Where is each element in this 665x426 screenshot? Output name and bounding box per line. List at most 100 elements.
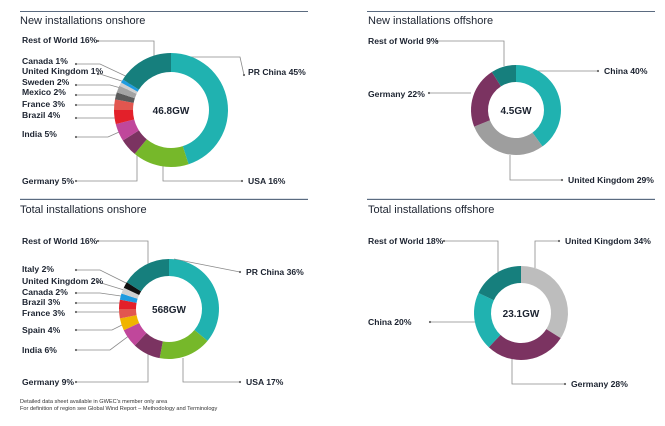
slice-india: [115, 119, 139, 141]
leader-dot-usa: [240, 179, 244, 183]
chart-title-total-offshore: Total installations offshore: [368, 204, 495, 216]
slice-label-germany: Germany 22%: [368, 89, 425, 99]
slice-label-spain: Spain 4%: [22, 325, 61, 335]
slice-label-brazil: Brazil 4%: [22, 110, 61, 120]
leader-line-canada: [76, 63, 135, 81]
slice-label-pr-china: PR China 36%: [246, 267, 304, 277]
slice-france: [114, 99, 134, 110]
slice-label-rest-of-world: Rest of World 16%: [22, 236, 98, 246]
leader-dot-mexico: [74, 93, 78, 97]
slice-label-canada: Canada 2%: [22, 287, 68, 297]
leader-dot-france: [74, 103, 78, 107]
leader-dot-united-kingdom: [95, 280, 99, 284]
center-total-label: 46.8GW: [153, 106, 190, 117]
slice-rest-of-world: [478, 266, 521, 301]
slice-germany: [122, 130, 147, 154]
slice-label-brazil: Brazil 3%: [22, 297, 61, 307]
slice-pr-china: [171, 53, 228, 165]
leader-dot-rest-of-world: [96, 39, 100, 43]
slice-label-canada: Canada 1%: [22, 56, 68, 66]
slice-label-china: China 20%: [368, 317, 412, 327]
slice-label-united-kingdom: United Kingdom 1%: [22, 66, 104, 76]
slice-united-kingdom: [119, 82, 138, 94]
leader-line-rest-of-world: [98, 240, 149, 264]
slice-canada: [119, 293, 138, 303]
slice-germany: [471, 72, 501, 127]
leader-dot-india: [74, 348, 78, 352]
slice-label-france: France 3%: [22, 308, 65, 318]
slice-pr-china: [169, 259, 219, 341]
center-total-label: 4.5GW: [500, 106, 532, 117]
leader-line-usa: [162, 160, 242, 182]
slice-label-china: China 40%: [604, 66, 648, 76]
panel-divider-right: [367, 198, 655, 199]
slice-label-germany: Germany 28%: [571, 379, 628, 389]
center-total-label: 23.1GW: [503, 309, 540, 320]
slice-label-sweden: Sweden 2%: [22, 77, 70, 87]
slice-usa: [134, 139, 189, 167]
leader-line-rest-of-world: [437, 40, 505, 66]
leader-line-pr-china: [173, 258, 241, 273]
leader-dot-germany: [427, 91, 431, 95]
slice-canada: [121, 79, 139, 92]
leader-line-pr-china: [176, 56, 245, 76]
leader-dot-brazil: [74, 301, 78, 305]
slice-label-france: France 3%: [22, 99, 65, 109]
slice-united-kingdom: [521, 266, 568, 339]
slice-label-usa: USA 17%: [246, 377, 284, 387]
panel-rule-new-onshore: [20, 11, 308, 12]
slice-spain: [119, 315, 140, 331]
slice-label-italy: Italy 2%: [22, 264, 54, 274]
leader-line-germany: [76, 146, 138, 182]
panel-rule-total-onshore: [20, 199, 308, 200]
slice-label-united-kingdom: United Kingdom 34%: [565, 236, 651, 246]
leader-line-united-kingdom: [509, 155, 562, 181]
slice-label-usa: USA 16%: [248, 176, 286, 186]
chart-title-total-onshore: Total installations onshore: [20, 204, 147, 216]
slice-label-united-kingdom: United Kingdom 29%: [568, 175, 654, 185]
chart-title-new-offshore: New installations offshore: [368, 15, 494, 27]
footnote-2: For definition of region see Global Wind…: [20, 406, 218, 412]
footnote-1: Detailed data sheet available in GWEC's …: [20, 399, 168, 405]
leader-dot-germany: [74, 380, 78, 384]
leader-dot-rest-of-world: [96, 239, 100, 243]
donut-total-installations-offshore: United Kingdom 34% Germany 28% China 20% Re…: [368, 236, 651, 389]
leader-dot-pr-china: [242, 73, 246, 77]
slice-rest-of-world: [126, 259, 169, 292]
leader-dot-canada: [74, 291, 78, 295]
panel-rule-total-offshore: [367, 199, 655, 200]
leader-dot-china: [428, 320, 432, 324]
slice-label-germany: Germany 5%: [22, 176, 74, 186]
slice-label-rest-of-world: Rest of World 18%: [368, 236, 444, 246]
leader-dot-france: [74, 310, 78, 314]
leader-dot-united-kingdom: [560, 178, 564, 182]
leader-dot-sweden: [74, 83, 78, 87]
slice-united-kingdom: [474, 120, 543, 155]
leader-line-spain: [76, 324, 123, 331]
leader-line-india: [76, 334, 131, 351]
slice-india: [123, 323, 147, 346]
leader-dot-germany: [74, 179, 78, 183]
slice-rest-of-world: [491, 65, 516, 87]
leader-dot-italy: [74, 268, 78, 272]
slice-label-rest-of-world: Rest of World 9%: [368, 36, 439, 46]
slice-mexico: [115, 92, 135, 103]
slice-rest-of-world: [122, 53, 171, 90]
slice-brazil: [114, 110, 135, 125]
leader-dot-united-kingdom: [557, 239, 561, 243]
donut-new-installations-onshore: PR China 45% USA 16% Germany 5% India 5% Bra…: [22, 35, 306, 186]
leader-dot-india: [74, 135, 78, 139]
slice-france: [119, 309, 137, 319]
slice-united-kingdom: [121, 287, 140, 299]
leader-dot-rest-of-world: [442, 239, 446, 243]
slice-sweden: [116, 85, 137, 99]
slice-label-india: India 6%: [22, 345, 57, 355]
slice-label-united-kingdom: United Kingdom 2%: [22, 276, 104, 286]
leader-dot-china: [596, 69, 600, 73]
leader-dot-united-kingdom: [96, 72, 100, 76]
slice-china: [473, 292, 501, 348]
slice-brazil: [119, 299, 137, 309]
leader-line-rest-of-world: [98, 40, 155, 62]
leader-line-united-kingdom: [534, 240, 559, 268]
